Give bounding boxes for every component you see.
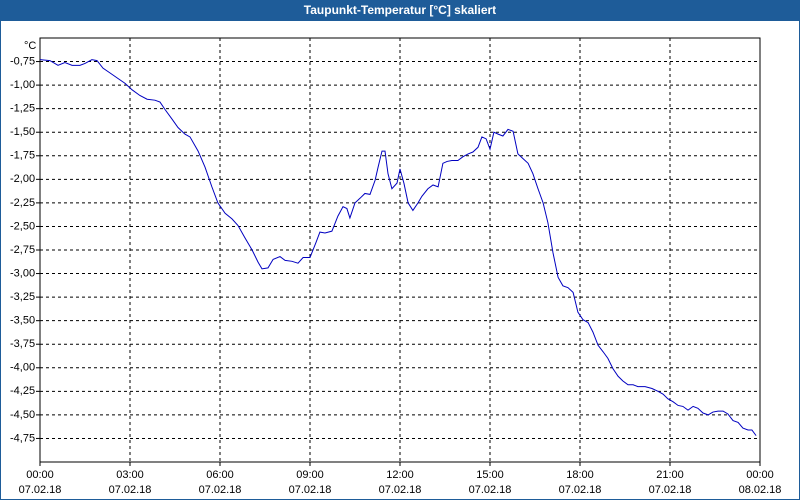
- y-tick-label: -2,75: [10, 244, 35, 256]
- x-tick-date: 07.02.18: [469, 484, 512, 496]
- y-tick-label: -3,00: [10, 267, 35, 279]
- x-tick-label: 21:00: [656, 469, 684, 481]
- y-tick-label: -1,25: [10, 103, 35, 115]
- x-tick-date: 07.02.18: [199, 484, 242, 496]
- x-tick-label: 03:00: [116, 469, 144, 481]
- x-tick-label: 00:00: [26, 469, 54, 481]
- y-tick-label: -2,50: [10, 220, 35, 232]
- y-tick-label: -2,25: [10, 197, 35, 209]
- x-tick-label: 09:00: [296, 469, 324, 481]
- y-tick-label: -4,00: [10, 362, 35, 374]
- y-tick-label: -4,25: [10, 385, 35, 397]
- x-tick-date: 07.02.18: [559, 484, 602, 496]
- y-tick-label: -3,50: [10, 315, 35, 327]
- x-tick-label: 18:00: [566, 469, 594, 481]
- data-line: [39, 59, 757, 436]
- x-tick-date: 07.02.18: [289, 484, 332, 496]
- y-tick-label: -1,75: [10, 150, 35, 162]
- y-tick-label: -1,00: [10, 79, 35, 91]
- y-tick-label: -2,00: [10, 173, 35, 185]
- x-tick-label: 00:00: [746, 469, 774, 481]
- y-tick-label: -4,75: [10, 432, 35, 444]
- y-tick-label: -3,25: [10, 291, 35, 303]
- y-tick-label: -1,50: [10, 126, 35, 138]
- title-bar: [0, 0, 800, 21]
- x-tick-date: 07.02.18: [379, 484, 422, 496]
- x-tick-label: 12:00: [386, 469, 414, 481]
- chart-title: Taupunkt-Temperatur [°C] skaliert: [304, 3, 496, 17]
- y-unit: °C: [24, 40, 36, 52]
- x-tick-label: 06:00: [206, 469, 234, 481]
- x-tick-label: 15:00: [476, 469, 504, 481]
- x-tick-date: 08.02.18: [739, 484, 782, 496]
- y-tick-label: -4,50: [10, 409, 35, 421]
- x-tick-date: 07.02.18: [109, 484, 152, 496]
- y-tick-label: -0,75: [10, 55, 35, 67]
- x-tick-date: 07.02.18: [19, 484, 62, 496]
- y-tick-label: -3,75: [10, 338, 35, 350]
- x-tick-date: 07.02.18: [649, 484, 692, 496]
